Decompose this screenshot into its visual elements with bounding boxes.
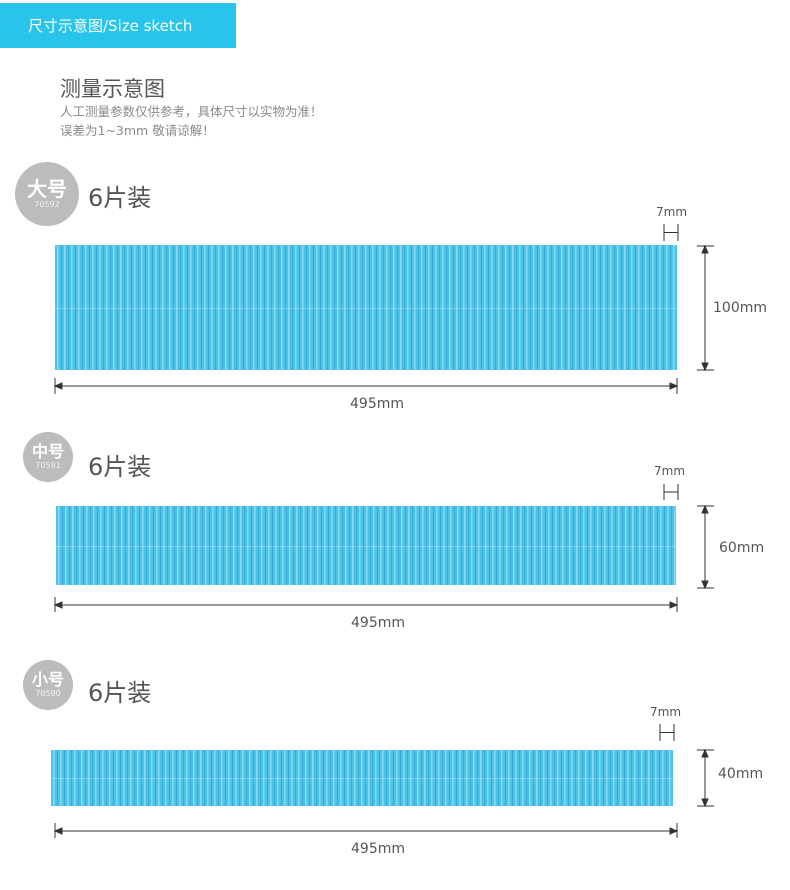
panel-ribs — [56, 506, 676, 585]
size-sketch-tab: 尺寸示意图/Size sketch — [0, 3, 236, 48]
pitch-label-medium: 7mm — [654, 464, 686, 478]
height-dimension-large — [697, 244, 714, 372]
badge-code: 70591 — [35, 461, 61, 470]
divider-panel-small — [51, 750, 673, 806]
width-label-large: 495mm — [350, 396, 404, 412]
height-label-large: 100mm — [713, 300, 767, 316]
badge-title: 小号 — [31, 670, 64, 689]
height-dimension-medium — [697, 504, 714, 590]
pitch-label-large: 7mm — [656, 205, 688, 219]
height-label-small: 40mm — [718, 766, 764, 782]
pitch-label-small: 7mm — [650, 705, 682, 719]
pitch-marker-small — [659, 724, 675, 741]
quantity-label-large: 6片装 — [88, 184, 152, 212]
width-label-small: 495mm — [351, 841, 405, 857]
measurement-note: 人工测量参数仅供参考，具体尺寸以实物为准！ — [60, 104, 323, 119]
width-label-medium: 495mm — [351, 615, 405, 631]
tolerance-note: 误差为1~3mm 敬请谅解！ — [60, 123, 215, 138]
badge-code: 70592 — [34, 200, 60, 209]
height-dimension-small — [697, 748, 714, 808]
badge-title: 大号 — [27, 177, 67, 201]
width-dimension-large — [53, 378, 679, 394]
size-badge-small: 小号 70590 — [23, 660, 73, 710]
height-label-medium: 60mm — [719, 540, 765, 556]
width-dimension-small — [53, 823, 679, 838]
quantity-label-small: 6片装 — [88, 679, 152, 707]
divider-panel-large — [55, 245, 677, 370]
page-title: 测量示意图 — [60, 77, 165, 101]
divider-panel-medium — [56, 506, 676, 585]
badge-code: 70590 — [35, 689, 61, 698]
panel-ribs — [55, 245, 677, 370]
width-dimension-medium — [53, 597, 679, 612]
panel-ribs — [51, 750, 673, 806]
badge-title: 中号 — [31, 442, 64, 461]
size-badge-medium: 中号 70591 — [23, 432, 73, 482]
pitch-marker-medium — [663, 484, 679, 500]
pitch-marker-large — [663, 224, 679, 241]
size-badge-large: 大号 70592 — [15, 162, 79, 226]
quantity-label-medium: 6片装 — [88, 453, 152, 481]
